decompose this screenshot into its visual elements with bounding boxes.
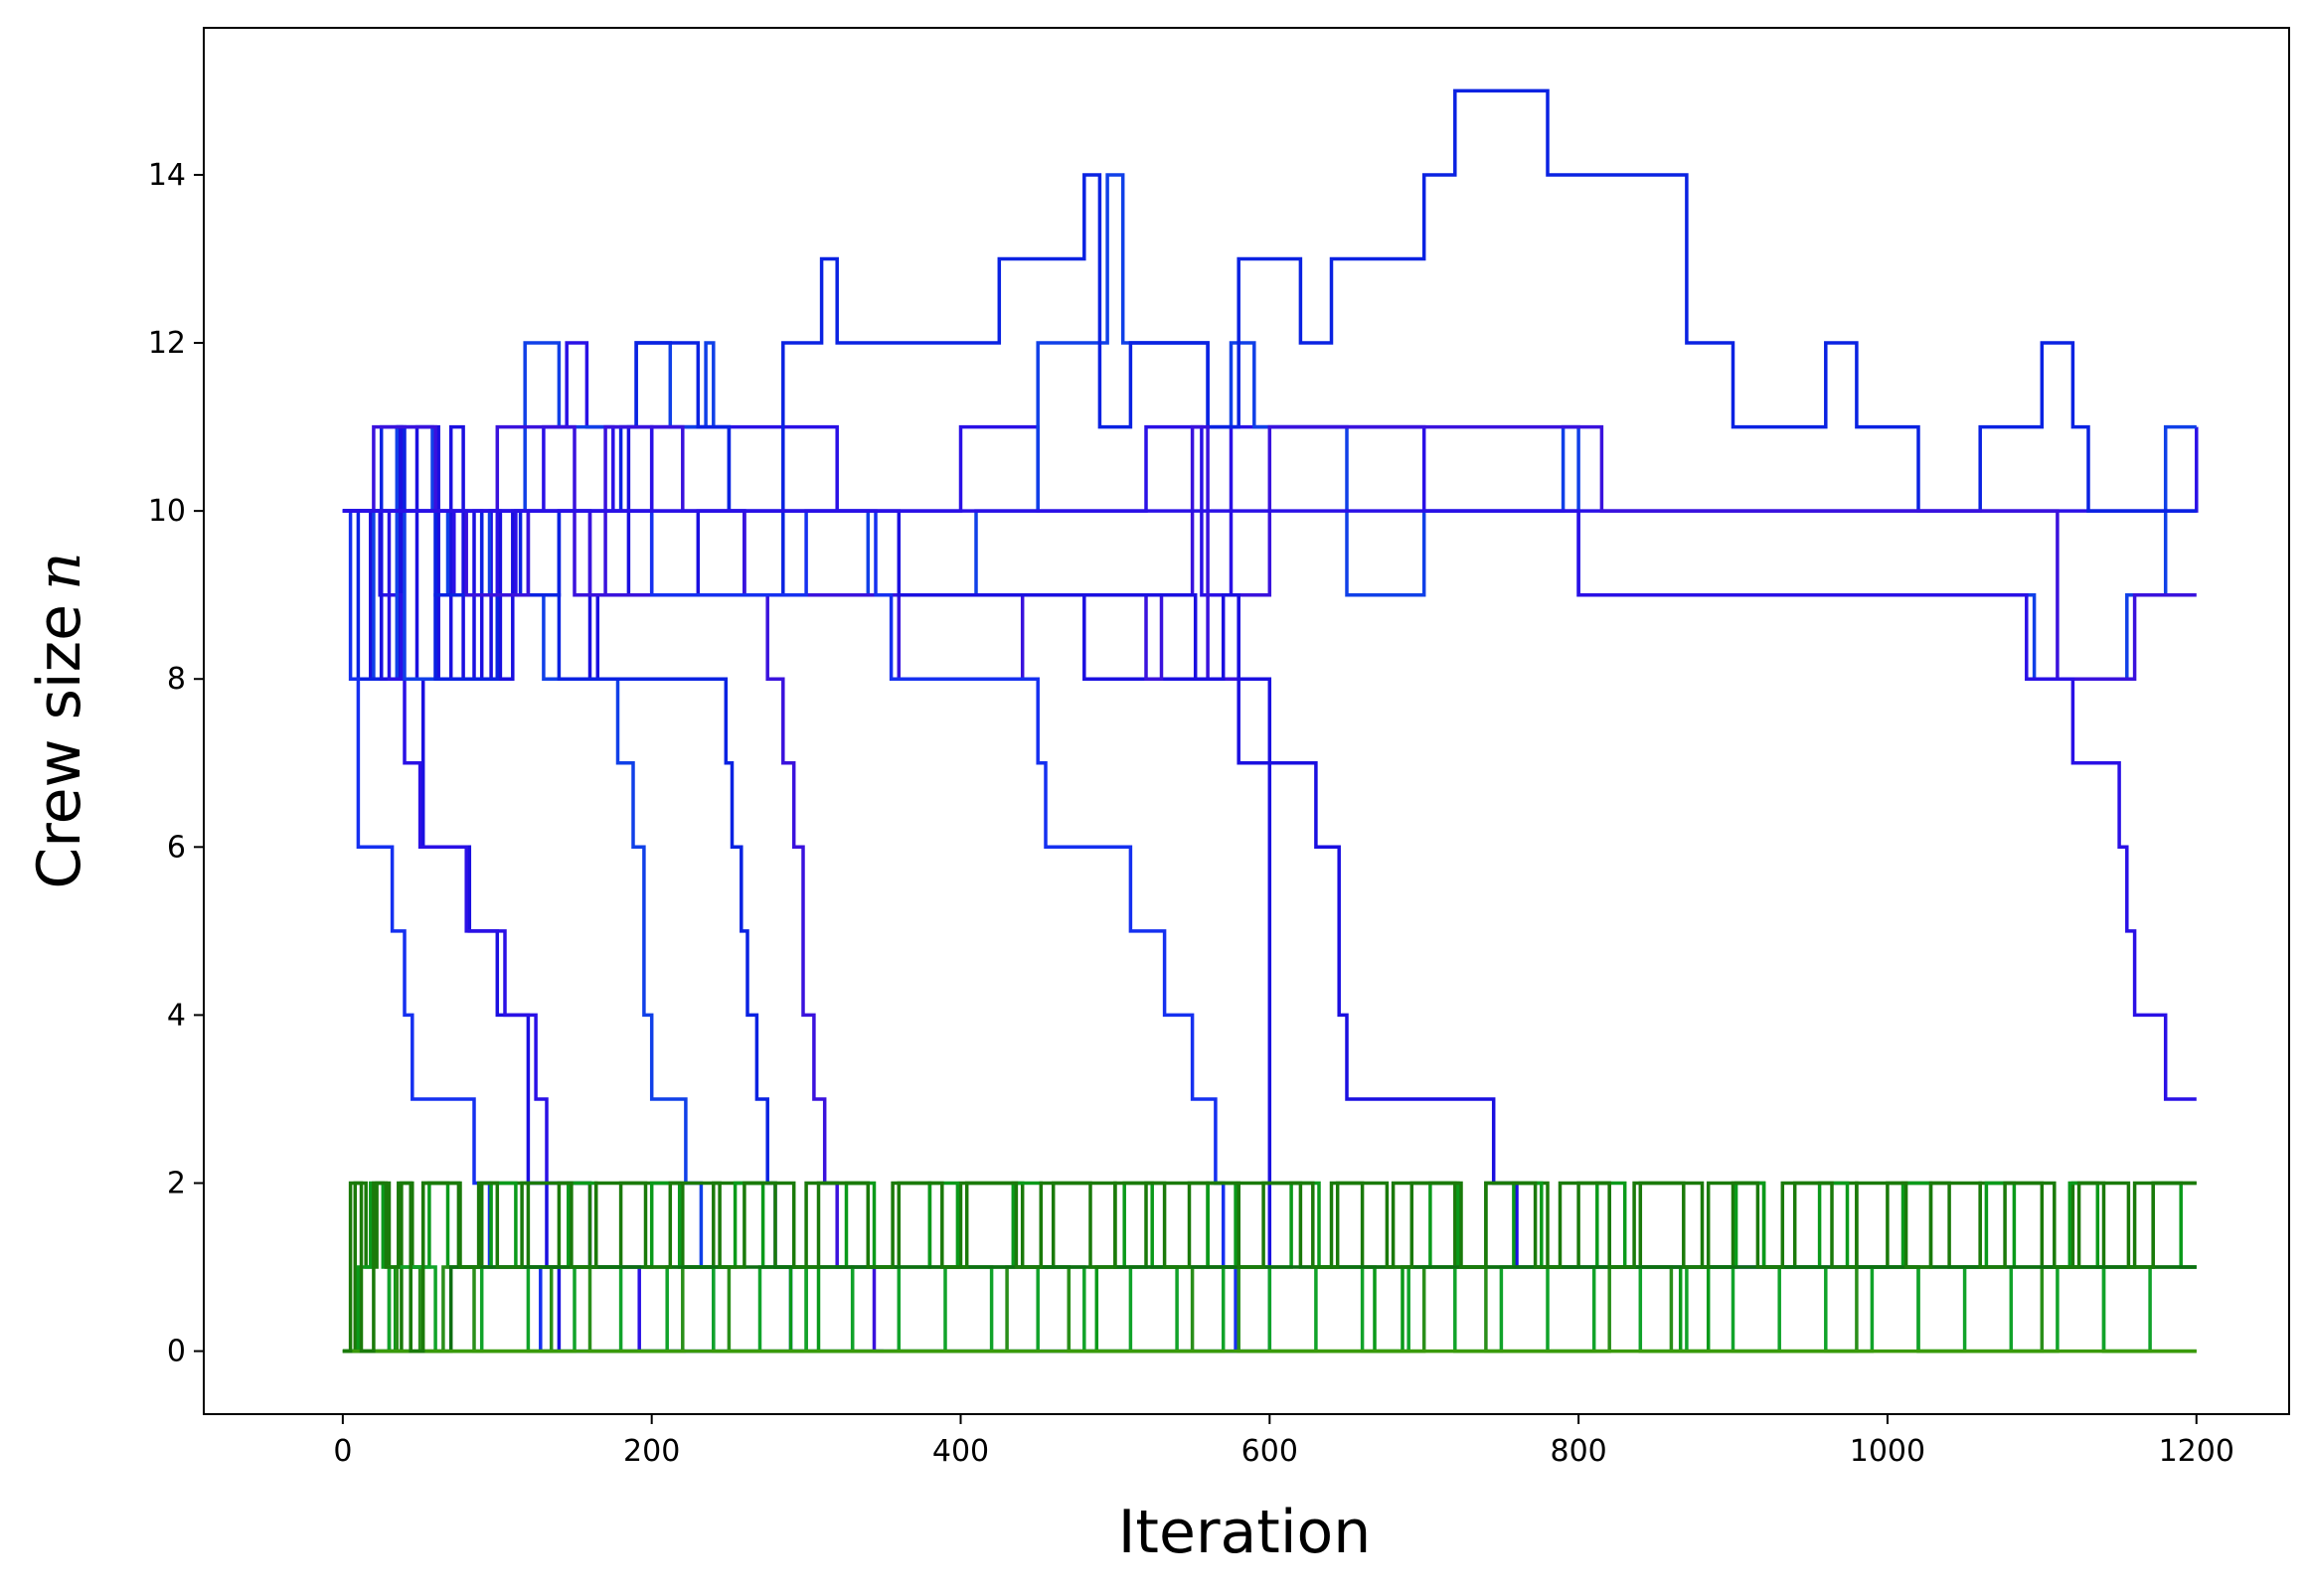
- y-axis-label-variable: n: [25, 552, 94, 590]
- series-line-blue-12: [342, 509, 1888, 1269]
- y-axis: 0 2 4 6 8 10 12 14: [148, 158, 204, 1369]
- x-tick-label: 800: [1550, 1434, 1606, 1469]
- y-tick-label: 0: [167, 1335, 186, 1369]
- y-tick-label: 14: [148, 158, 186, 193]
- series-line-blue-3: [342, 88, 2197, 681]
- series-line-green-20: [342, 1181, 2197, 1354]
- x-tick-label: 1000: [1850, 1434, 1925, 1469]
- y-tick-label: 4: [167, 998, 186, 1033]
- series-line-green-17: [342, 1265, 2197, 1354]
- x-tick-label: 0: [333, 1434, 352, 1469]
- y-tick-label: 2: [167, 1167, 186, 1201]
- x-tick-label: 600: [1241, 1434, 1298, 1469]
- series-line-blue-11: [342, 509, 1238, 1352]
- y-axis-label-text: Crew size: [25, 604, 94, 889]
- plot-frame: [203, 27, 2290, 1415]
- series-layer: [342, 88, 2199, 1354]
- x-tick-label: 400: [932, 1434, 989, 1469]
- y-tick-label: 8: [167, 662, 186, 697]
- y-axis-label: Crew size n: [25, 552, 94, 888]
- y-tick-label: 6: [167, 830, 186, 865]
- x-tick-label: 200: [623, 1434, 680, 1469]
- x-axis: 0 200 400 600 800 1000 1200: [333, 1414, 2234, 1469]
- x-tick-label: 1200: [2159, 1434, 2234, 1469]
- y-tick-label: 10: [148, 494, 186, 529]
- y-tick-label: 12: [148, 326, 186, 361]
- series-line-blue-13: [342, 509, 2197, 1101]
- x-axis-label: Iteration: [1118, 1498, 1372, 1567]
